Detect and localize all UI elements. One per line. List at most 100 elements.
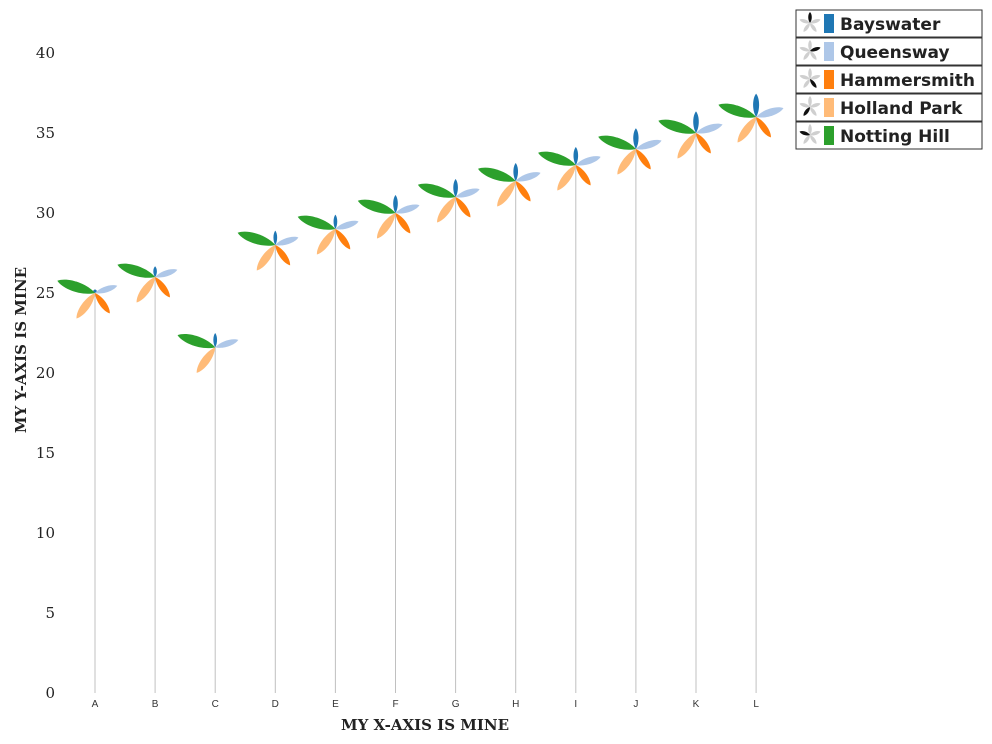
y-axis: 0 5 10 15 20 25 30 35 40 — [36, 44, 55, 702]
petal-notting-hill — [357, 199, 396, 214]
petal-hammersmith — [95, 293, 110, 314]
petal-holland-park — [316, 229, 336, 255]
flower-legend-icon — [799, 40, 821, 60]
petal-bayswater — [753, 93, 760, 117]
legend-label: Queensway — [840, 43, 950, 63]
petal-queensway — [275, 236, 299, 246]
petal-queensway — [335, 220, 359, 230]
petal-bayswater — [153, 266, 157, 277]
flower-I — [538, 147, 601, 191]
petal-notting-hill — [478, 167, 516, 182]
petal-hammersmith — [335, 229, 351, 250]
flower-G — [417, 179, 480, 223]
petal-holland-park — [376, 213, 396, 239]
y-tick-label: 5 — [45, 604, 55, 622]
y-tick-label: 35 — [36, 124, 55, 142]
petal-notting-hill — [598, 135, 636, 150]
x-tick-label: I — [574, 699, 577, 710]
petal-hammersmith — [575, 165, 591, 186]
petal-hammersmith — [696, 133, 711, 154]
legend-swatch — [824, 70, 834, 89]
petal-holland-park — [617, 149, 636, 175]
x-tick-label: C — [212, 699, 219, 710]
flower-A — [57, 279, 118, 319]
petal-bayswater — [513, 163, 519, 181]
petal-queensway — [455, 188, 480, 198]
x-tick-label: J — [633, 699, 638, 710]
flower-F — [357, 195, 420, 239]
x-tick-label: E — [332, 699, 339, 710]
petal-bayswater — [393, 195, 398, 213]
petal-queensway — [575, 156, 601, 166]
petal-holland-park — [136, 277, 156, 303]
legend-swatch — [824, 14, 834, 33]
flower-legend-icon — [799, 124, 821, 144]
petal-hammersmith — [756, 117, 771, 138]
x-tick-label: D — [272, 699, 279, 710]
petal-notting-hill — [117, 263, 156, 278]
x-tick-label: A — [92, 699, 99, 710]
petal-hammersmith — [635, 149, 651, 170]
flower-B — [117, 263, 178, 303]
flower-J — [598, 128, 662, 175]
petal-holland-park — [557, 165, 576, 191]
legend-item: Hammersmith — [795, 65, 983, 94]
legend-label: Bayswater — [840, 15, 941, 35]
flowers — [57, 93, 784, 373]
y-tick-label: 25 — [36, 284, 55, 302]
legend-swatch — [824, 126, 834, 145]
legend-item: Notting Hill — [795, 121, 983, 150]
petal-queensway — [696, 123, 723, 134]
petal-notting-hill — [538, 151, 576, 166]
legend-item: Queensway — [795, 37, 983, 66]
petal-notting-hill — [658, 119, 696, 134]
petal-holland-park — [437, 197, 456, 223]
petal-queensway — [155, 269, 178, 278]
petal-holland-park — [196, 347, 216, 373]
flower-H — [478, 163, 541, 207]
petal-hammersmith — [395, 213, 411, 234]
legend-item: Bayswater — [795, 9, 983, 38]
y-tick-label: 10 — [36, 524, 55, 542]
petal-holland-park — [737, 117, 757, 143]
x-axis-title: MY X-AXIS IS MINE — [341, 716, 509, 734]
flower-E — [297, 214, 359, 255]
petal-queensway — [635, 139, 662, 150]
legend-item: Holland Park — [795, 93, 983, 122]
petal-bayswater — [273, 230, 278, 245]
x-tick-label: F — [392, 699, 398, 710]
x-tick-label: H — [512, 699, 519, 710]
petal-queensway — [756, 107, 784, 118]
petal-queensway — [95, 285, 118, 294]
petal-queensway — [395, 204, 420, 214]
petal-bayswater — [453, 179, 458, 197]
petal-queensway — [515, 172, 541, 182]
flower-C — [177, 333, 239, 373]
petal-bayswater — [333, 214, 338, 229]
petal-holland-park — [497, 181, 516, 207]
x-axis: A B C D E F G H I J K L — [92, 699, 760, 710]
x-tick-label: K — [693, 699, 700, 710]
petal-hammersmith — [155, 277, 170, 298]
y-axis-title: MY Y-AXIS IS MINE — [12, 267, 30, 433]
petal-bayswater — [693, 111, 699, 133]
y-tick-label: 0 — [45, 684, 55, 702]
petal-notting-hill — [718, 103, 757, 118]
y-tick-label: 40 — [36, 44, 55, 62]
x-tick-label: G — [452, 699, 460, 710]
legend-label: Hammersmith — [840, 71, 975, 91]
flower-D — [237, 230, 299, 271]
y-tick-label: 15 — [36, 444, 55, 462]
petal-hammersmith — [515, 181, 531, 202]
petal-notting-hill — [417, 183, 456, 198]
legend-label: Notting Hill — [840, 127, 950, 147]
legend: Bayswater Queensway Hammersmith Holland Par… — [795, 9, 983, 150]
petal-bayswater — [213, 333, 218, 348]
x-tick-label: L — [753, 699, 759, 710]
petal-holland-park — [677, 133, 696, 159]
flower-legend-icon — [799, 68, 821, 88]
petal-hammersmith — [455, 197, 471, 218]
x-tick-label: B — [152, 699, 159, 710]
petal-notting-hill — [297, 215, 336, 230]
